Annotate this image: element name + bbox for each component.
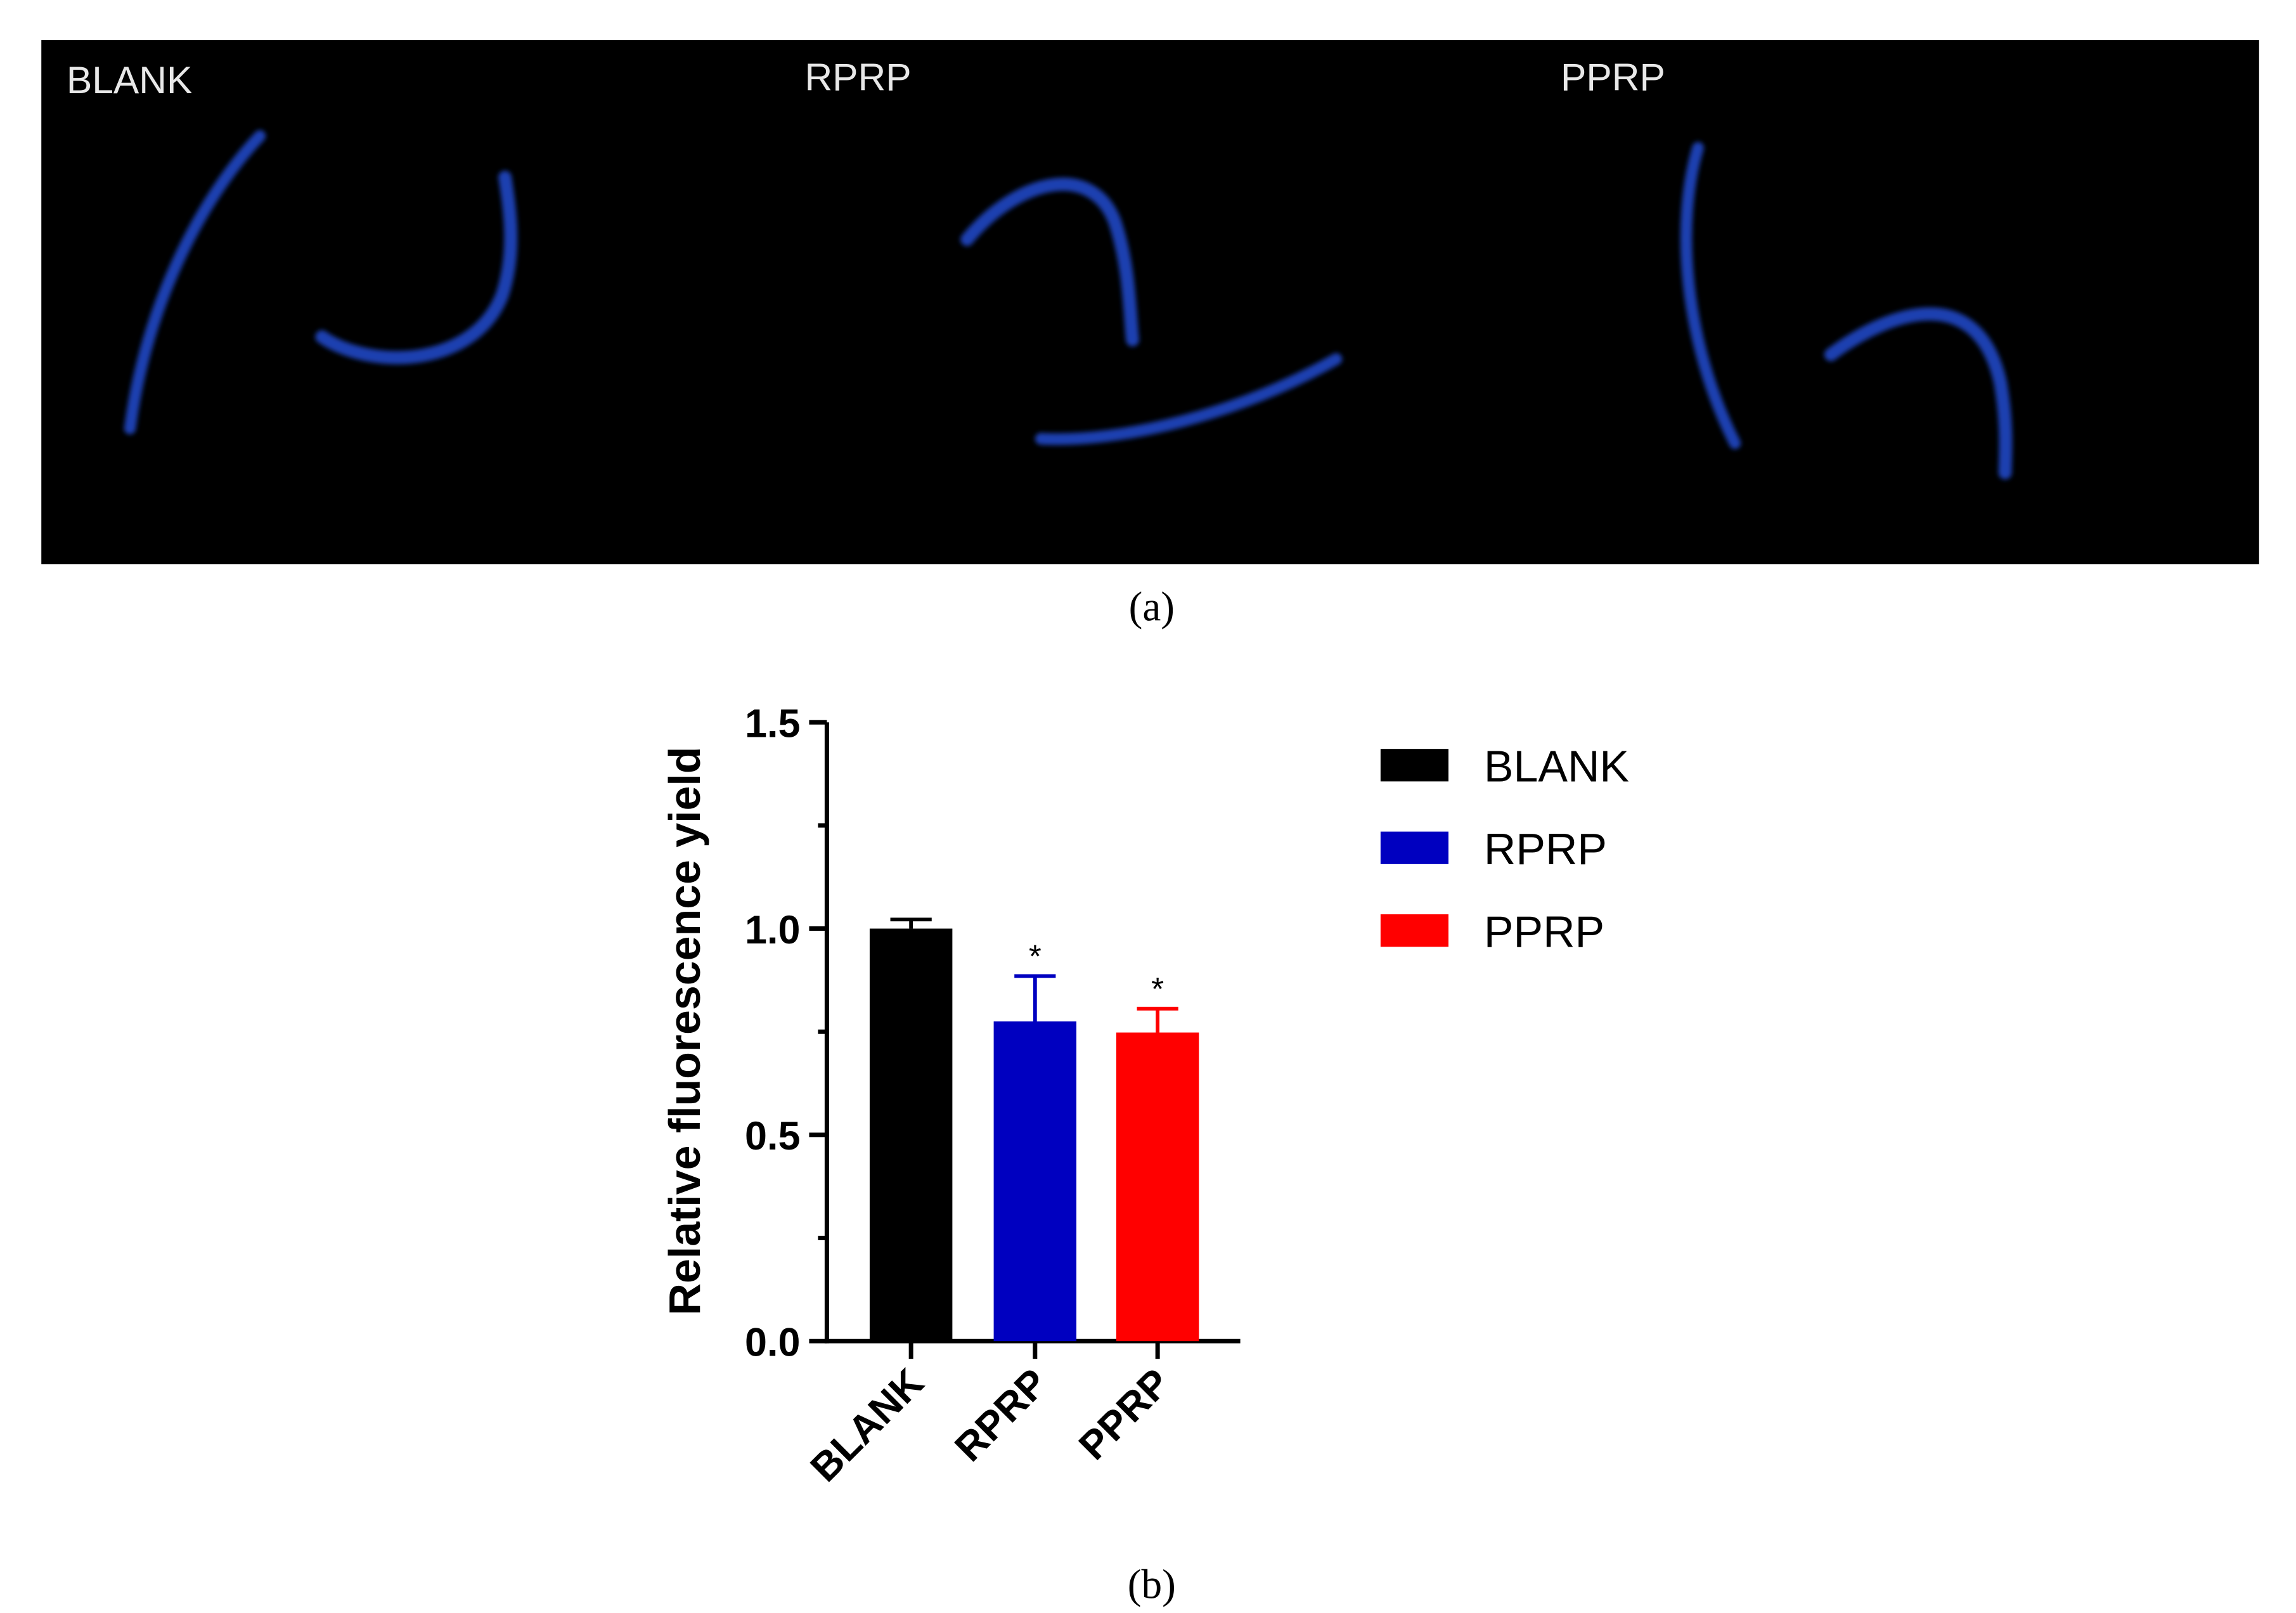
significance-marker: *: [1029, 938, 1042, 974]
legend-label: RPRP: [1484, 824, 1607, 874]
y-tick-label: 0.5: [745, 1114, 800, 1158]
y-tick-label: 1.0: [745, 908, 800, 952]
bar: [993, 1021, 1077, 1342]
legend-swatch: [1380, 749, 1449, 782]
legend-label: BLANK: [1484, 741, 1629, 791]
micrograph-panel: [41, 40, 2259, 565]
x-tick-label: PPRP: [1071, 1360, 1179, 1468]
worms: [124, 130, 2013, 480]
significance-marker: *: [1151, 971, 1164, 1007]
legend-swatch: [1380, 914, 1449, 947]
caption: (a): [1129, 585, 1175, 630]
caption: (b): [1128, 1562, 1176, 1607]
x-tick-label: RPRP: [946, 1360, 1056, 1470]
bar: [1116, 1032, 1199, 1342]
y-axis-label: Relative fluorescence yield: [660, 747, 709, 1316]
y-tick-label: 1.5: [745, 702, 800, 746]
bar: [869, 928, 953, 1342]
panel-label: BLANK: [67, 58, 193, 101]
y-tick-label: 0.0: [745, 1320, 800, 1364]
x-tick-label: BLANK: [802, 1360, 932, 1490]
legend-label: PPRP: [1484, 907, 1604, 956]
panel-label: PPRP: [1561, 55, 1665, 98]
panel-label: RPRP: [804, 55, 911, 98]
legend-swatch: [1380, 831, 1449, 864]
